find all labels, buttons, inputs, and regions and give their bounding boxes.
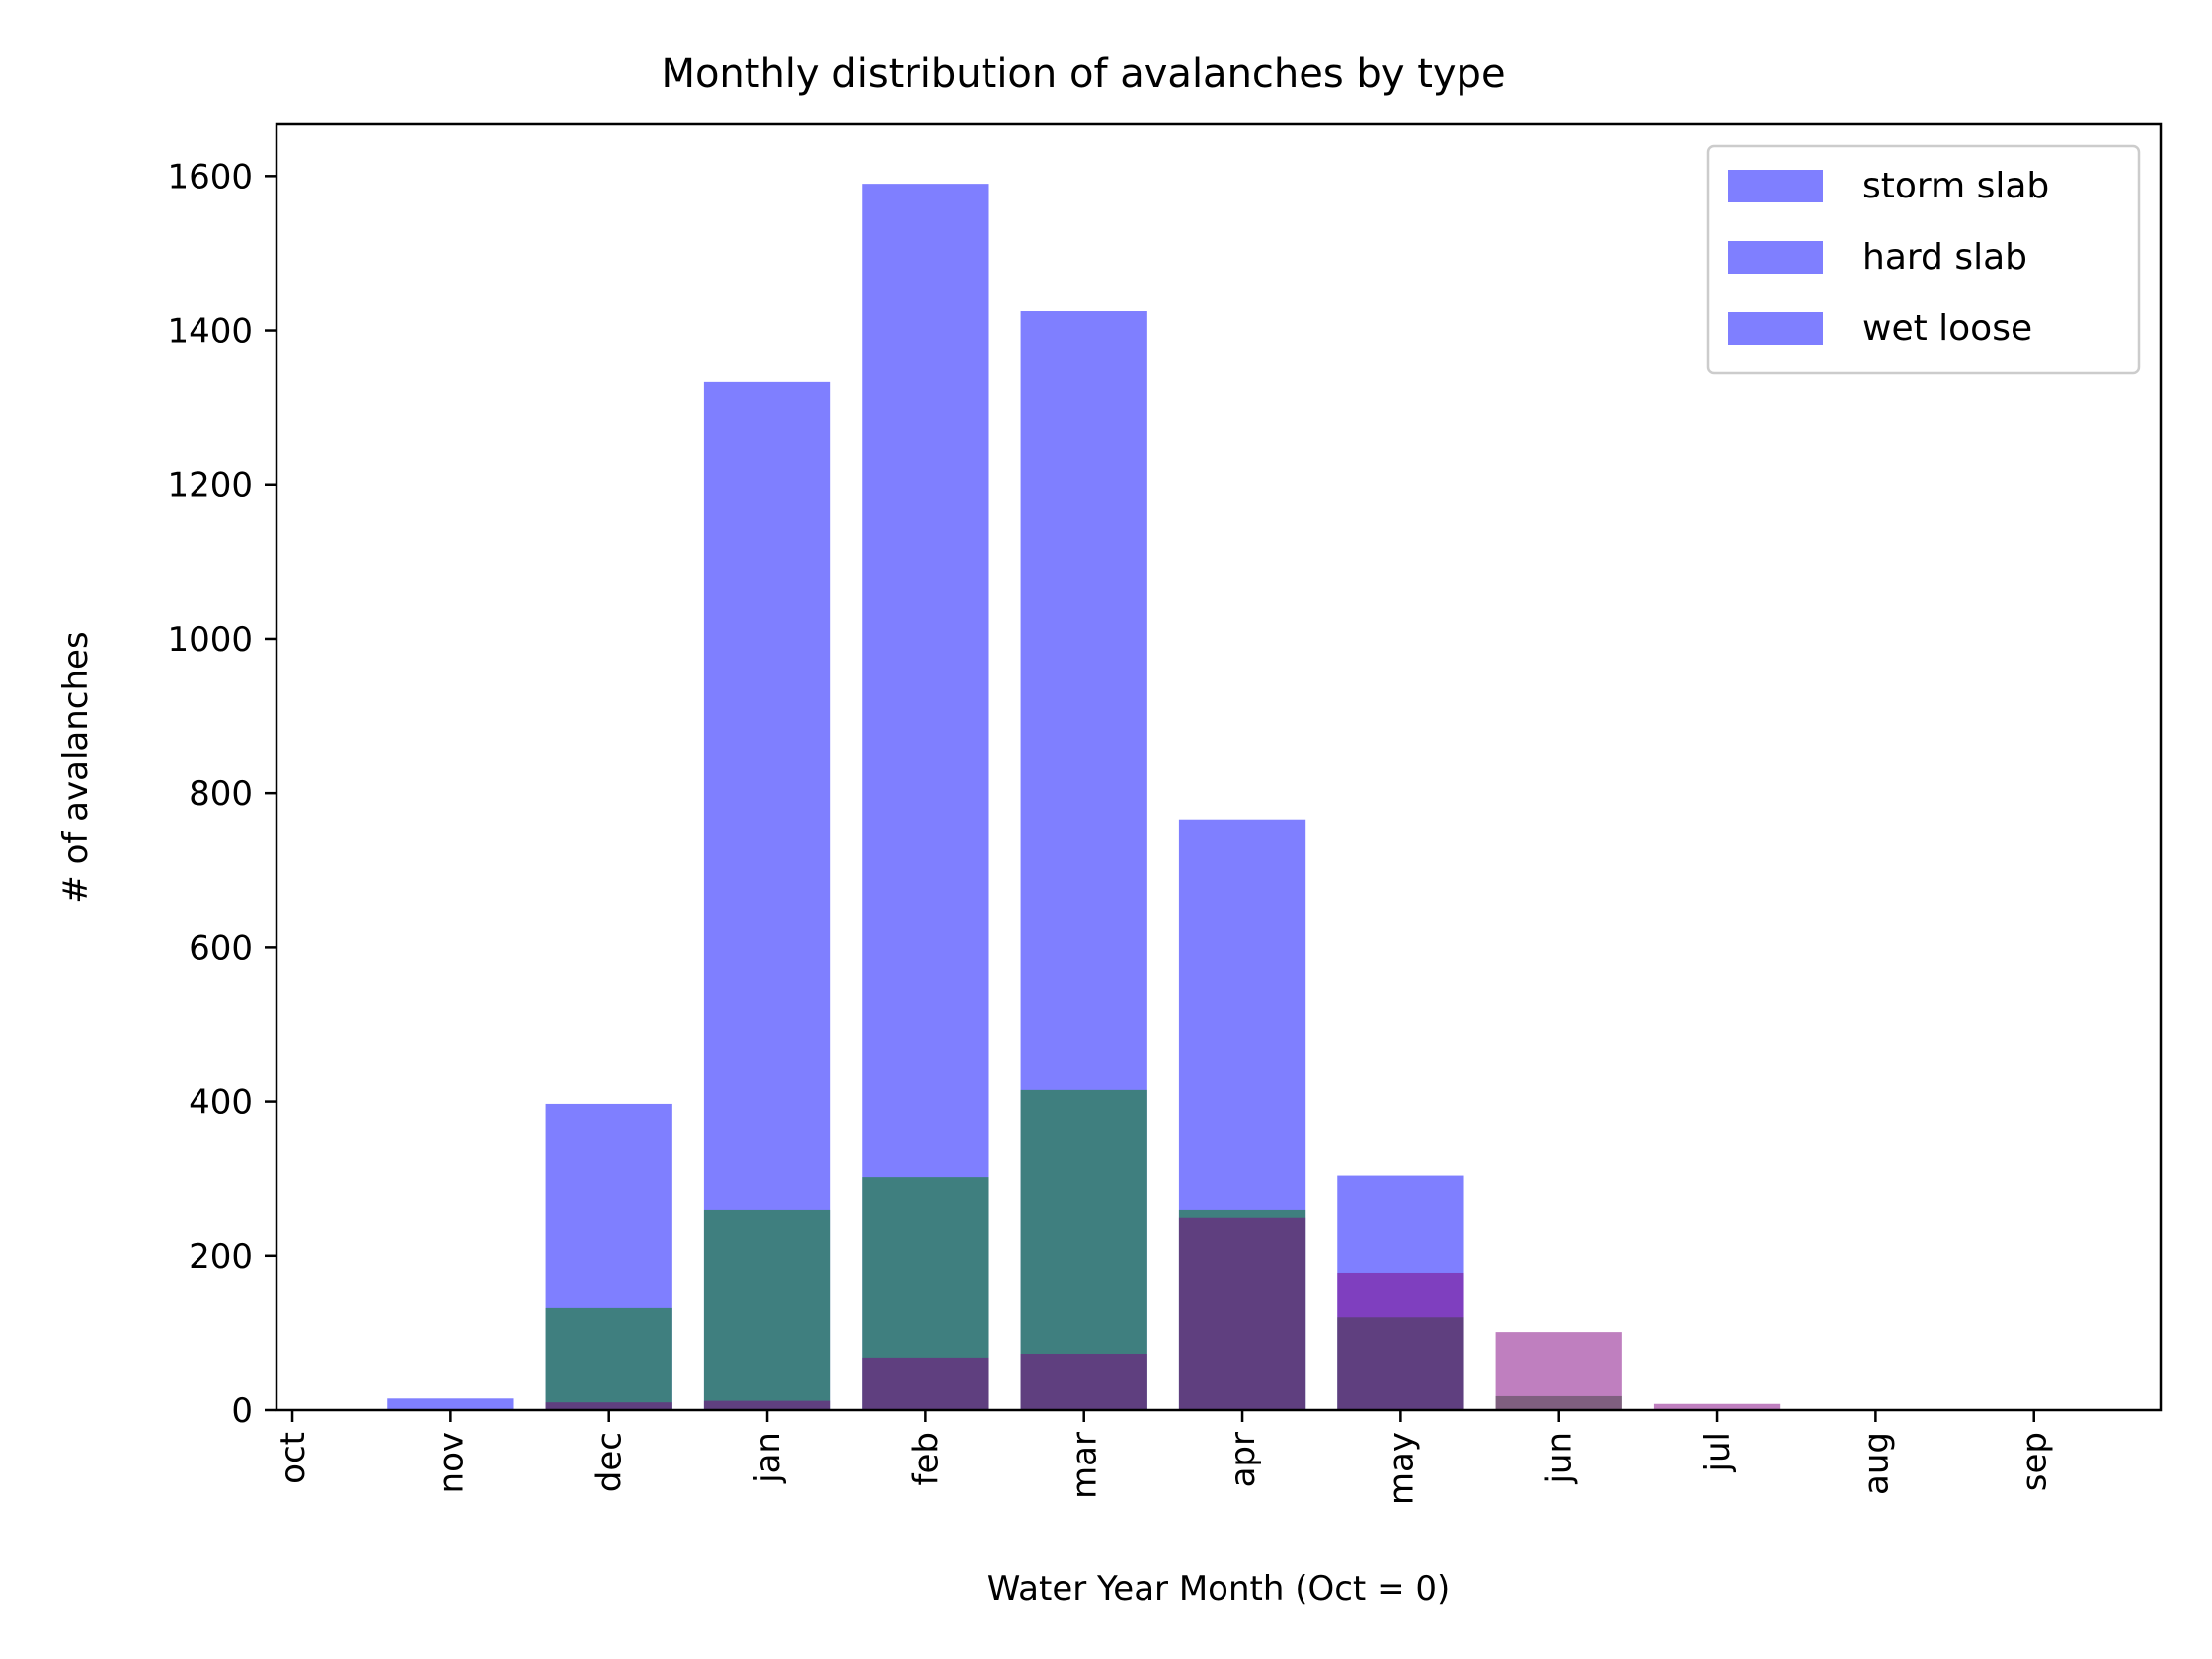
bar-storm-slab-nov xyxy=(387,1398,514,1410)
x-tick-label-dec: dec xyxy=(591,1432,630,1492)
y-tick-label: 1000 xyxy=(167,620,253,660)
y-axis: 0 200 400 600 800 1000 1200 1400 1600 xyxy=(167,157,276,1431)
bar-wet-loose-may xyxy=(1337,1272,1464,1410)
x-tick-label-mar: mar xyxy=(1066,1432,1105,1499)
x-axis: oct nov dec jan feb mar apr may jun jul aug sep xyxy=(274,1410,2055,1505)
legend: storm slab hard slab wet loose xyxy=(1706,144,2141,375)
x-axis-label: Water Year Month (Oct = 0) xyxy=(988,1569,1451,1609)
legend-swatch xyxy=(1728,312,1823,345)
x-tick-label-jul: jul xyxy=(1698,1432,1738,1472)
y-tick-label: 1600 xyxy=(167,157,253,197)
y-tick-label: 800 xyxy=(189,774,253,814)
chart-title: Monthly distribution of avalanches by ty… xyxy=(661,51,1505,97)
bar-hard-slab-jan xyxy=(703,1209,831,1410)
legend-label: hard slab xyxy=(1862,237,2027,277)
x-tick-label-may: may xyxy=(1382,1432,1421,1505)
x-tick-label-sep: sep xyxy=(2015,1432,2055,1491)
bar-wet-loose-jan xyxy=(703,1400,831,1410)
bar-wet-loose-feb xyxy=(862,1357,989,1410)
x-tick-label-apr: apr xyxy=(1224,1432,1263,1487)
bar-wet-loose-jul xyxy=(1653,1403,1781,1410)
x-tick-label-feb: feb xyxy=(907,1432,946,1485)
bars-group xyxy=(387,184,1781,1411)
bar-wet-loose-mar xyxy=(1020,1353,1147,1410)
legend-label: wet loose xyxy=(1862,308,2032,349)
y-tick-label: 600 xyxy=(189,928,253,968)
x-tick-label-nov: nov xyxy=(432,1432,471,1493)
y-tick-label: 200 xyxy=(189,1237,253,1277)
y-axis-label: # of avalanches xyxy=(56,631,96,903)
x-tick-label-jan: jan xyxy=(749,1432,788,1484)
bar-hard-slab-dec xyxy=(545,1307,672,1410)
bar-wet-loose-apr xyxy=(1178,1217,1306,1410)
plot-frame xyxy=(275,122,2163,1412)
x-tick-label-oct: oct xyxy=(274,1432,313,1484)
x-tick-label-aug: aug xyxy=(1856,1432,1896,1495)
x-tick-label-jun: jun xyxy=(1540,1432,1580,1485)
legend-swatch xyxy=(1728,241,1823,274)
y-tick-label: 0 xyxy=(231,1391,253,1431)
legend-label: storm slab xyxy=(1862,166,2049,206)
bar-wet-loose-jun xyxy=(1495,1332,1622,1410)
y-tick-label: 1200 xyxy=(167,466,253,506)
y-tick-label: 1400 xyxy=(167,312,253,352)
legend-swatch xyxy=(1728,170,1823,202)
y-tick-label: 400 xyxy=(189,1083,253,1123)
bar-wet-loose-dec xyxy=(545,1402,672,1410)
